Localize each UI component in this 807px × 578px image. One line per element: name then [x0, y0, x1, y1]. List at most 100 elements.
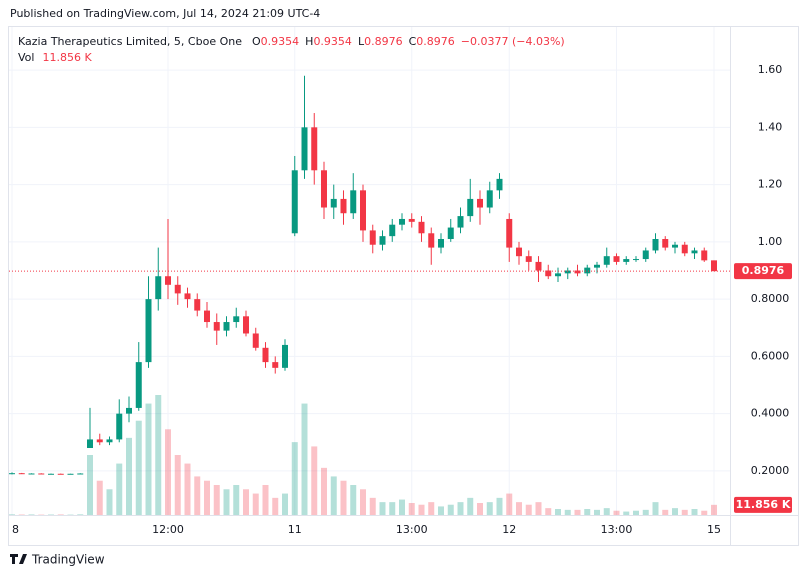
volume-bar: [594, 509, 600, 515]
volume-value-box: [734, 496, 792, 513]
published-note: Published on TradingView.com, Jul 14, 20…: [10, 7, 320, 20]
candle-body: [535, 261, 542, 271]
candle-body: [87, 439, 93, 449]
y-tick-label: 0.4000: [751, 407, 790, 420]
candle-body: [301, 127, 308, 171]
candle-body: [506, 218, 513, 248]
candle-body: [48, 473, 54, 475]
ohlc-key: O: [252, 35, 261, 48]
volume-bar: [311, 446, 318, 515]
x-tick-label: 15: [707, 523, 721, 536]
change-value: −0.0377 (−4.03%): [461, 35, 565, 48]
ohlc-key: L: [358, 35, 365, 48]
volume-bar: [506, 493, 513, 515]
volume-bar: [330, 476, 337, 515]
candle-body: [360, 190, 366, 231]
volume-bar: [213, 485, 220, 515]
candle-body: [262, 347, 269, 363]
candle-body: [77, 473, 84, 475]
candle-body: [174, 284, 181, 294]
candles: [9, 75, 717, 475]
ohlc-legend: O0.9354 H0.9354 L0.8976 C0.8976 −0.0377 (−4.…: [252, 35, 565, 48]
candle-body: [447, 227, 454, 240]
volume-bar: [672, 508, 678, 515]
volume-bar: [340, 480, 347, 515]
y-tick-label: 1.20: [758, 178, 783, 191]
volume-bar: [467, 497, 474, 515]
volume-bar: [233, 485, 240, 515]
candle-body: [389, 224, 396, 237]
candle-body: [477, 198, 483, 208]
candle-body: [642, 250, 649, 260]
volume-bar: [9, 514, 15, 515]
candle-body: [116, 413, 123, 440]
volume-bar: [701, 510, 708, 515]
x-tick-label: 13:00: [396, 523, 428, 536]
volume-bar: [106, 489, 113, 515]
volume-bar: [18, 514, 25, 515]
volume-bar: [165, 429, 171, 515]
candle-body: [282, 344, 288, 368]
candle-body: [194, 299, 201, 311]
candle-body: [418, 221, 425, 234]
volume-bar: [291, 442, 298, 515]
volume-bar: [486, 502, 493, 515]
volume-bar: [360, 489, 366, 515]
ohlc-value: 0.9354: [313, 35, 352, 48]
volume-bar: [516, 502, 522, 515]
candle-body: [252, 333, 259, 348]
candle-body: [438, 239, 444, 248]
candle-body: [18, 473, 25, 475]
y-tick-label: 0.2000: [751, 464, 790, 477]
ohlc-value: 0.9354: [261, 35, 300, 48]
volume-bar: [194, 476, 201, 515]
volume-bar: [418, 504, 425, 515]
volume-bar: [204, 480, 210, 515]
volume-bar: [477, 503, 483, 515]
volume-bar: [321, 467, 327, 515]
volume-bar: [282, 493, 288, 515]
volume-bar: [262, 485, 269, 515]
candle-body: [633, 259, 639, 261]
volume-bar: [174, 455, 181, 515]
candle-body: [584, 267, 591, 274]
candle-body: [126, 407, 132, 414]
y-tick-label: 0.6000: [751, 349, 790, 362]
candle-body: [233, 316, 240, 323]
volume-bar: [57, 514, 64, 515]
candle-body: [672, 244, 678, 248]
volume-bar: [87, 455, 93, 515]
x-tick-label: 11: [288, 523, 302, 536]
brand: TradingView: [10, 553, 105, 567]
volume-bar: [96, 480, 103, 515]
volume-bar: [555, 509, 561, 515]
brand-logo: [10, 554, 27, 564]
volume-key: Vol: [18, 51, 34, 64]
candle-body: [399, 218, 405, 225]
candle-body: [711, 260, 717, 272]
volume-bar: [662, 509, 669, 515]
volume-bar: [613, 510, 620, 515]
volume-bar: [603, 508, 610, 515]
volume-bar: [126, 437, 132, 515]
volume-bar: [301, 403, 308, 515]
volume-bar: [691, 509, 698, 515]
symbol-title: Kazia Therapeutics Limited, 5, Cboe One: [18, 35, 242, 48]
volume-bar: [223, 489, 230, 515]
ohlc-value: 0.8976: [364, 35, 403, 48]
volume-bar: [379, 502, 386, 515]
last-price-box: [734, 263, 792, 280]
candle-body: [28, 473, 35, 475]
candle-body: [691, 250, 698, 254]
candle-body: [213, 322, 220, 331]
candle-body: [291, 170, 298, 234]
volume-bar: [116, 463, 123, 515]
candle-body: [330, 198, 337, 208]
volume-bar: [350, 485, 357, 515]
candle-body: [223, 322, 230, 331]
ohlc-key: H: [305, 35, 313, 48]
volume-bar: [623, 511, 630, 515]
candle-body: [243, 316, 249, 334]
candle-body: [340, 198, 347, 214]
